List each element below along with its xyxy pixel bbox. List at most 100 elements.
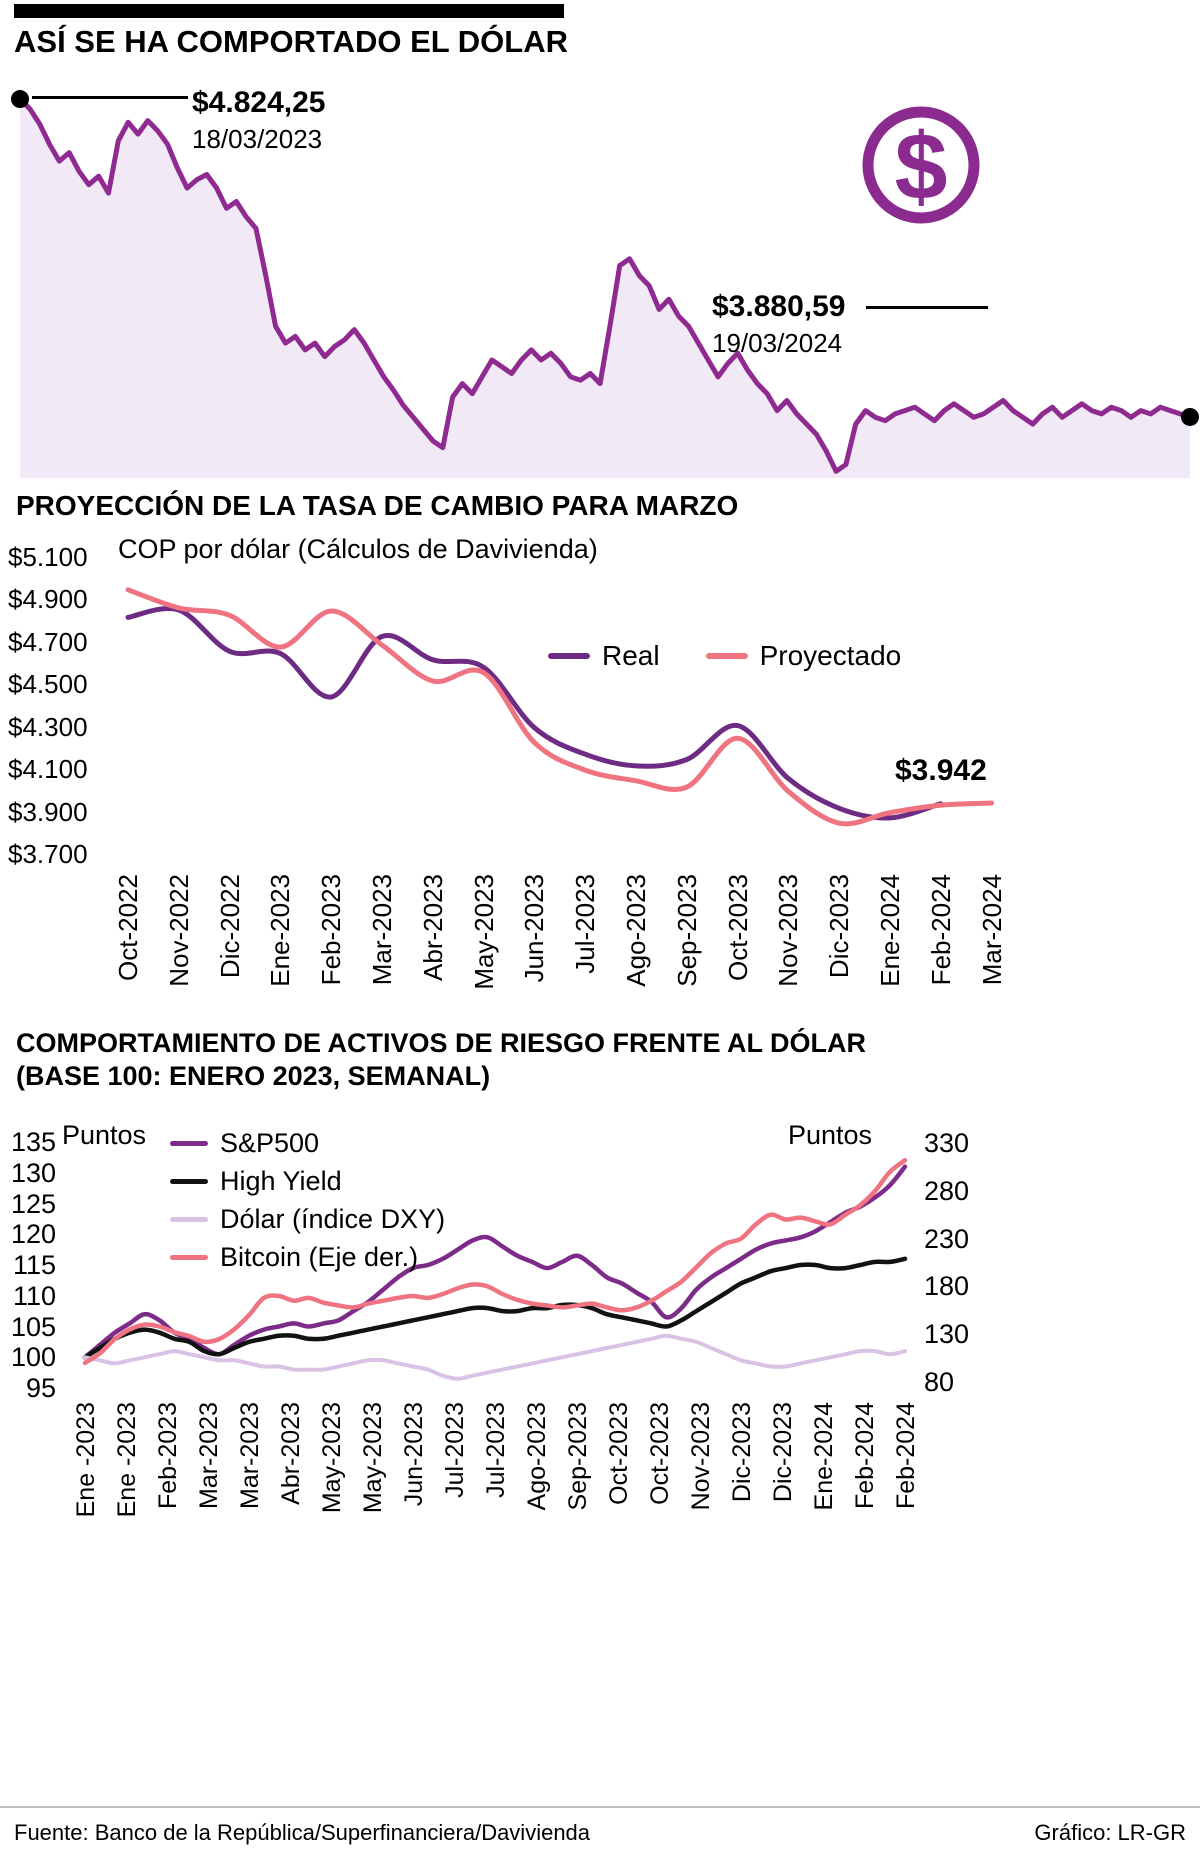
start-value-label: $4.824,25 bbox=[192, 86, 326, 119]
right-axis-label: 180 bbox=[924, 1271, 970, 1302]
x-axis-label: Jul-2023 bbox=[570, 874, 601, 974]
legend-item-real: Real bbox=[548, 640, 660, 672]
legend-label: S&P500 bbox=[220, 1128, 320, 1158]
x-axis-label: Mar-2023 bbox=[195, 1402, 223, 1509]
x-axis-label: Nov-2023 bbox=[687, 1402, 715, 1511]
proyeccion-subtitle: COP por dólar (Cálculos de Davivienda) bbox=[118, 534, 598, 564]
footer-divider bbox=[0, 1806, 1200, 1808]
x-axis-label: Jun-2023 bbox=[519, 874, 550, 983]
x-axis-label: Jun-2023 bbox=[400, 1402, 428, 1507]
right-axis-label: 130 bbox=[924, 1319, 970, 1350]
x-axis-label: Jul-2023 bbox=[482, 1402, 510, 1498]
right-axis-label: 230 bbox=[924, 1223, 970, 1254]
activos-title-line2: (BASE 100: ENERO 2023, SEMANAL) bbox=[16, 1061, 491, 1091]
proyeccion-canvas bbox=[125, 587, 995, 827]
left-axis-label: 115 bbox=[12, 1250, 56, 1280]
legend-label: High Yield bbox=[220, 1166, 342, 1196]
x-axis-label: Feb-2024 bbox=[892, 1402, 920, 1510]
legend-swatch bbox=[705, 653, 748, 659]
x-axis-label: Ene-2024 bbox=[810, 1402, 838, 1511]
left-axis-label: 125 bbox=[10, 1188, 56, 1219]
x-axis-label: Abr-2023 bbox=[417, 874, 448, 981]
x-axis-label: Jul-2023 bbox=[441, 1402, 469, 1498]
right-axis-label: 330 bbox=[924, 1128, 970, 1158]
legend-item-d-lar-ndice-dxy-: Dólar (índice DXY) bbox=[170, 1204, 445, 1235]
left-axis-label: 130 bbox=[10, 1157, 56, 1188]
x-axis-label: Oct-2023 bbox=[722, 874, 753, 981]
x-axis-label: Feb-2024 bbox=[851, 1402, 879, 1510]
x-axis-label: Dic-2023 bbox=[728, 1402, 756, 1503]
x-axis-label: Nov-2022 bbox=[163, 874, 194, 987]
x-axis-label: May-2023 bbox=[318, 1402, 346, 1514]
end-leader-line bbox=[866, 306, 988, 309]
proyeccion-title: PROYECCIÓN DE LA TASA DE CAMBIO PARA MAR… bbox=[16, 490, 739, 521]
start-date-label: 18/03/2023 bbox=[192, 124, 323, 154]
legend-swatch bbox=[548, 653, 590, 659]
left-axis-title: Puntos bbox=[62, 1120, 147, 1150]
x-axis-label: Ene -2023 bbox=[113, 1402, 141, 1518]
x-axis-label: Mar-2023 bbox=[236, 1402, 264, 1509]
y-axis-label: $3.700 bbox=[8, 839, 88, 869]
dollar-icon-glyph: $ bbox=[895, 114, 948, 220]
x-axis-label: Feb-2023 bbox=[316, 874, 347, 986]
x-axis-label: Abr-2023 bbox=[277, 1402, 305, 1505]
start-leader-line bbox=[32, 96, 188, 99]
dollar-history-canvas bbox=[11, 90, 1199, 478]
legend-label: Dólar (índice DXY) bbox=[220, 1204, 446, 1234]
left-axis-label: 100 bbox=[10, 1342, 56, 1373]
right-axis-label: 80 bbox=[924, 1367, 955, 1397]
x-axis-label: Oct-2023 bbox=[605, 1402, 633, 1505]
y-axis-label: $3.900 bbox=[8, 796, 88, 827]
x-axis-label: Feb-2024 bbox=[925, 874, 956, 986]
x-axis-label: Dic-2023 bbox=[824, 874, 855, 979]
y-axis-label: $4.900 bbox=[8, 584, 88, 615]
x-axis-label: Ago-2023 bbox=[621, 874, 651, 987]
x-axis-label: Nov-2023 bbox=[773, 874, 804, 987]
activos-legend: S&P500 High Yield Dólar (índice DXY) Bitcoi… bbox=[170, 1128, 445, 1273]
x-axis-label: Ene-2024 bbox=[875, 874, 905, 987]
graphic-credit: Gráfico: LR-GR bbox=[1034, 1820, 1186, 1845]
right-axis-label: 280 bbox=[924, 1175, 970, 1206]
chart-proyeccion: PROYECCIÓN DE LA TASA DE CAMBIO PARA MAR… bbox=[0, 490, 1200, 1030]
x-axis-label: May-2023 bbox=[468, 874, 499, 990]
legend-item-s-p500: S&P500 bbox=[170, 1128, 445, 1159]
left-axis-label: 105 bbox=[10, 1311, 56, 1342]
activos-canvas bbox=[82, 1157, 908, 1381]
y-axis-label: $4.500 bbox=[8, 669, 88, 700]
title-accent-bar bbox=[14, 4, 564, 18]
proyeccion-annotation: $3.942 bbox=[895, 754, 987, 787]
legend-item-proyectado: Proyectado bbox=[705, 640, 901, 672]
x-axis-label: Mar-2024 bbox=[976, 874, 1007, 986]
dollar-icon-ring bbox=[862, 106, 980, 224]
y-axis-label: $4.100 bbox=[8, 754, 88, 785]
chart-dollar-history: $4.824,25 18/03/2023 $3.880,59 19/03/202… bbox=[0, 80, 1200, 500]
activos-title: COMPORTAMIENTO DE ACTIVOS DE RIESGO FREN… bbox=[16, 1028, 867, 1058]
x-axis-label: Feb-2023 bbox=[154, 1402, 182, 1510]
source-credit: Fuente: Banco de la República/Superfinan… bbox=[14, 1820, 591, 1845]
x-axis-label: Ago-2023 bbox=[523, 1402, 551, 1511]
legend-item-high-yield: High Yield bbox=[170, 1166, 445, 1197]
end-value-label: $3.880,59 bbox=[712, 290, 846, 323]
x-axis-label: Sep-2023 bbox=[671, 874, 702, 987]
left-axis-label: 135 bbox=[10, 1127, 56, 1157]
end-date-label: 19/03/2024 bbox=[712, 328, 843, 358]
left-axis-label: 95 bbox=[25, 1373, 56, 1403]
left-axis-label: 110 bbox=[12, 1280, 56, 1311]
x-axis-label: Ene-2023 bbox=[265, 874, 296, 987]
legend-swatch bbox=[170, 1255, 208, 1260]
legend-swatch bbox=[170, 1179, 208, 1184]
legend-item-bitcoin-eje-der-: Bitcoin (Eje der.) bbox=[170, 1242, 445, 1273]
dollar-icon: $ bbox=[862, 106, 980, 224]
legend-label: Real bbox=[602, 640, 660, 671]
x-axis-label: Oct-2022 bbox=[113, 874, 143, 981]
x-axis-label: Sep-2023 bbox=[564, 1402, 592, 1511]
legend-swatch bbox=[170, 1217, 208, 1222]
legend-label: Bitcoin (Eje der.) bbox=[220, 1242, 419, 1272]
legend-swatch bbox=[170, 1141, 208, 1146]
right-axis-title: Puntos bbox=[788, 1120, 873, 1150]
proyeccion-legend: Real Proyectado bbox=[548, 640, 901, 672]
page-title: ASÍ SE HA COMPORTADO EL DÓLAR bbox=[14, 24, 569, 59]
x-axis-label: Oct-2023 bbox=[646, 1402, 674, 1505]
y-axis-label: $5.100 bbox=[8, 542, 88, 572]
